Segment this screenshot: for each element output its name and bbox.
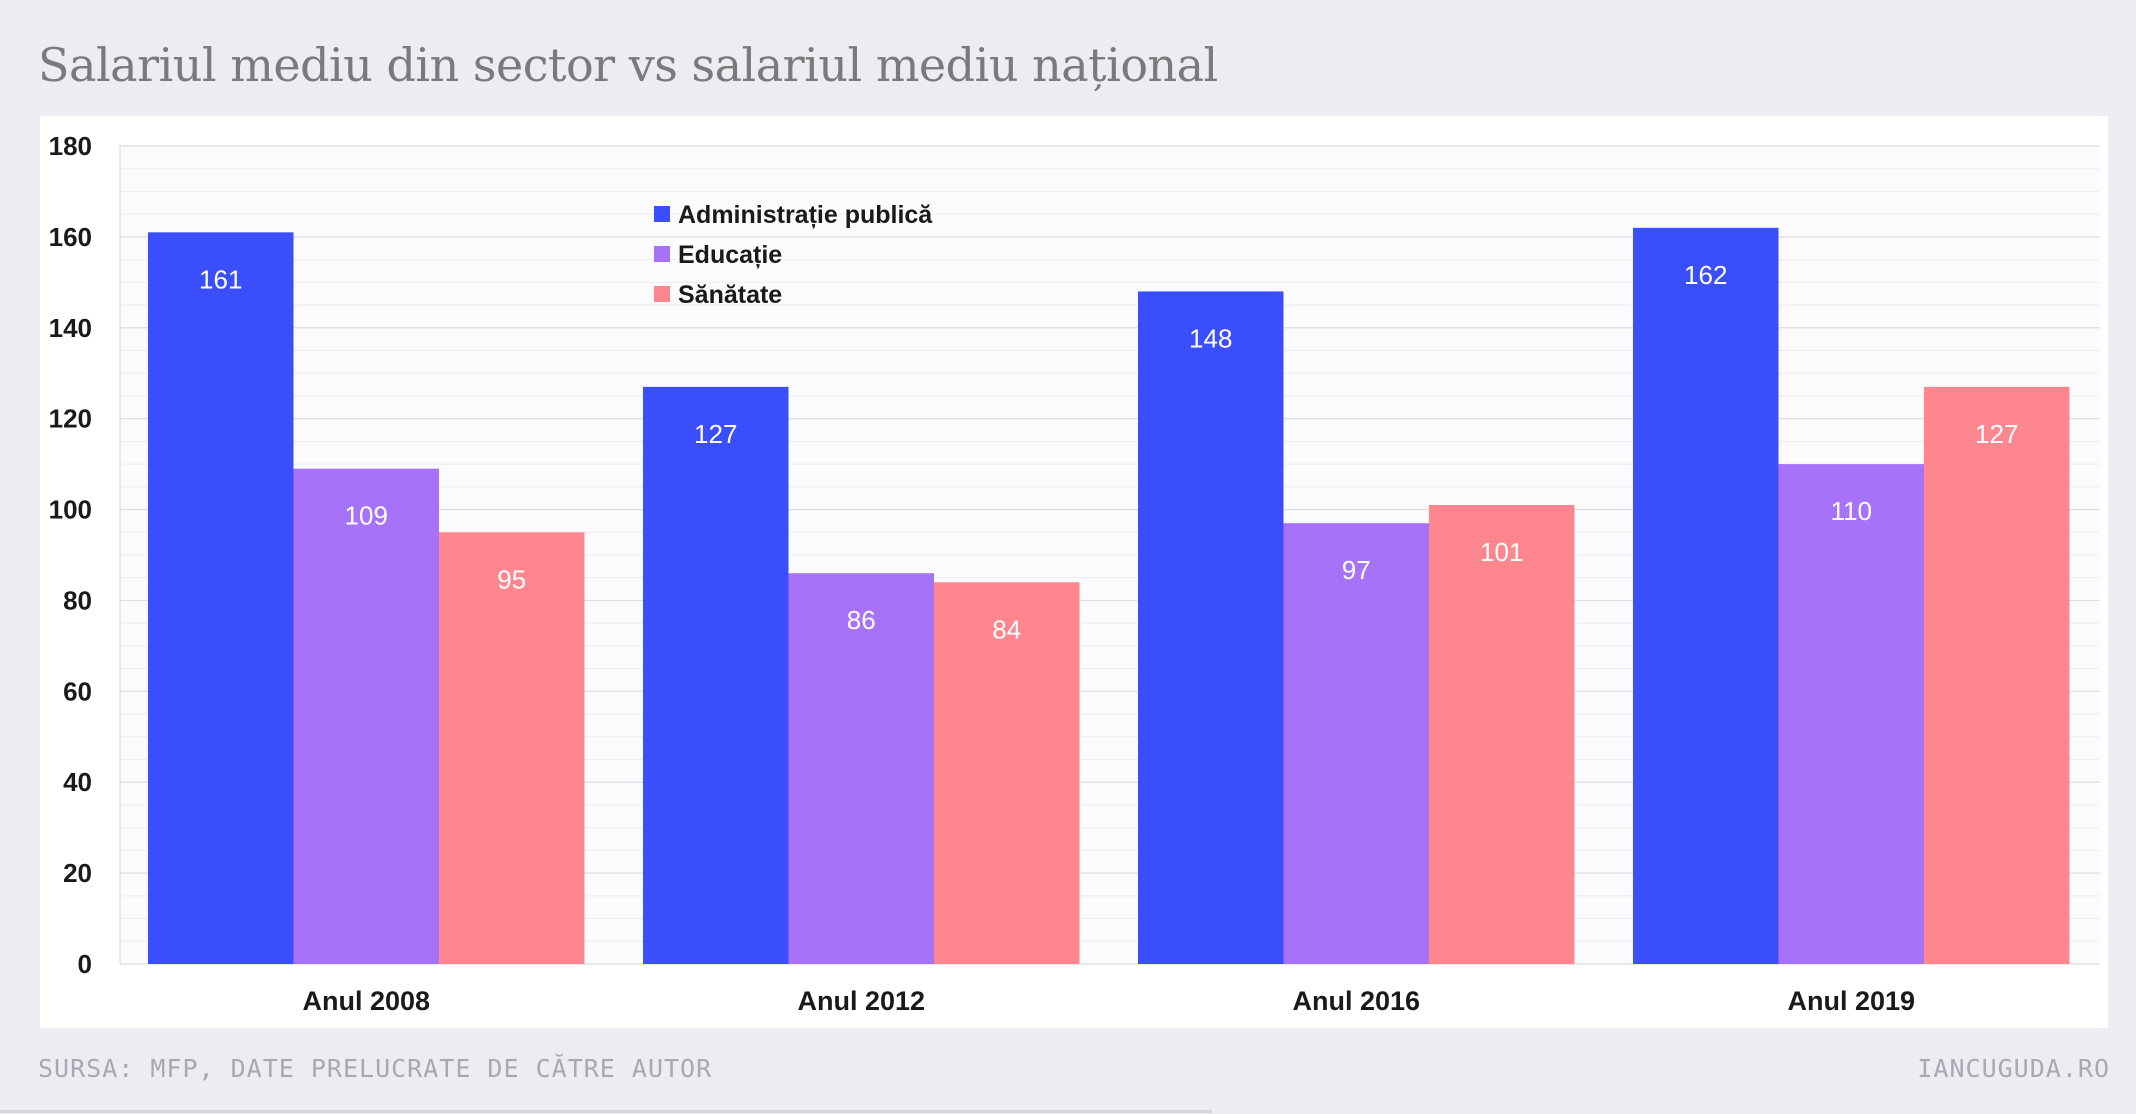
bar	[1429, 505, 1575, 964]
bar-value-label: 101	[1480, 537, 1523, 567]
x-category-label: Anul 2008	[302, 986, 430, 1016]
x-category-label: Anul 2012	[797, 986, 925, 1016]
bar	[1924, 386, 2070, 964]
chart-panel: 0 20 40 60 80 100 120 140 160 180 161 109 95 Anul 200…	[40, 116, 2108, 1028]
y-tick-label: 180	[49, 131, 92, 161]
y-tick-label: 40	[63, 767, 92, 797]
bar	[439, 532, 585, 964]
bar-value-label: 95	[497, 564, 526, 594]
bar-value-label: 127	[694, 419, 737, 449]
bar-chart: 0 20 40 60 80 100 120 140 160 180 161 109 95 Anul 200…	[49, 131, 2100, 1016]
source-note: SURSA: MFP, DATE PRELUCRATE DE CĂTRE AUT…	[38, 1054, 713, 1083]
brand-label: IANCUGUDA.RO	[1917, 1054, 2110, 1083]
bar-value-label: 109	[345, 501, 388, 531]
bar	[148, 232, 294, 964]
y-tick-label: 160	[49, 222, 92, 252]
bar	[643, 386, 789, 964]
bar-value-label: 127	[1975, 419, 2018, 449]
legend-label: Sănătate	[678, 281, 782, 309]
legend-label: Educație	[678, 241, 782, 269]
chart-title: Salariul mediu din sector vs salariul me…	[38, 38, 1218, 92]
bottom-divider	[0, 1110, 1212, 1113]
y-tick-label: 80	[63, 585, 92, 615]
bar	[934, 582, 1080, 964]
bar	[1283, 523, 1429, 964]
bar	[1633, 227, 1779, 965]
legend-swatch	[654, 286, 670, 302]
bar-value-label: 161	[199, 264, 242, 294]
y-tick-label: 120	[49, 404, 92, 434]
y-tick-label: 20	[63, 858, 92, 888]
x-category-label: Anul 2016	[1292, 986, 1420, 1016]
legend-swatch	[654, 246, 670, 262]
legend-swatch	[654, 206, 670, 222]
bar-value-label: 148	[1189, 323, 1232, 353]
x-category-label: Anul 2019	[1787, 986, 1915, 1016]
y-tick-label: 60	[63, 676, 92, 706]
y-tick-label: 100	[49, 495, 92, 525]
bar-value-label: 110	[1831, 496, 1872, 526]
bar	[293, 468, 439, 964]
legend-label: Administrație publică	[678, 201, 933, 229]
bar-value-label: 86	[847, 605, 876, 635]
bar-value-label: 162	[1684, 260, 1727, 290]
bar-value-label: 97	[1342, 555, 1371, 585]
y-tick-label: 0	[78, 949, 92, 979]
bar	[1138, 291, 1284, 964]
y-tick-label: 140	[49, 313, 92, 343]
bar-value-label: 84	[992, 614, 1021, 644]
bar	[788, 573, 934, 964]
bar	[1778, 464, 1924, 964]
